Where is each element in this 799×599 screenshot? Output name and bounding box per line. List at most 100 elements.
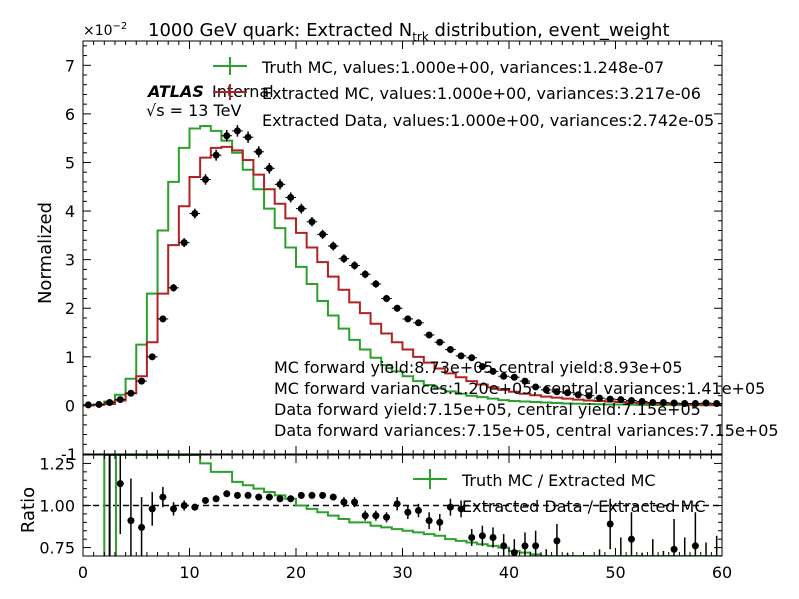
ratio-data-point — [457, 505, 465, 513]
y-tick-label: 1 — [65, 348, 75, 367]
ratio-data-point — [276, 495, 284, 503]
data-point — [127, 389, 135, 397]
ratio-data-point — [532, 542, 540, 550]
ratio-data-point — [489, 533, 497, 541]
ratio-data-point — [703, 573, 710, 580]
data-point — [691, 399, 699, 407]
ratio-data-point — [500, 542, 508, 550]
data-point — [233, 127, 241, 135]
annotation-data-variances: Data forward variances:7.15e+05, central… — [274, 421, 779, 440]
ratio-data-point — [564, 569, 571, 576]
y-tick-label: 3 — [65, 251, 75, 270]
y-axis-label: Normalized — [35, 202, 56, 304]
ratio-data-point — [606, 520, 614, 528]
data-point — [446, 346, 454, 354]
ratio-data-point — [660, 578, 667, 585]
ratio-data-point — [436, 518, 444, 526]
ratio-data-point — [244, 491, 252, 499]
annotation-mc-yield: MC forward yield:8.73e+05 central yield:… — [274, 358, 683, 377]
data-point — [148, 353, 156, 361]
y-tick-label: 2 — [65, 299, 75, 318]
energy-label: √s = 13 TeV — [146, 101, 241, 120]
data-point — [276, 180, 284, 188]
data-point — [606, 395, 614, 403]
data-point — [681, 399, 689, 407]
extracted-mc-histogram — [83, 145, 722, 407]
ratio-legend: Truth MC / Extracted MC Extracted Data /… — [413, 469, 706, 516]
ratio-data-point — [596, 569, 603, 576]
x-tick-label: 20 — [286, 563, 306, 582]
data-point — [351, 261, 359, 269]
ratio-data-point — [329, 493, 337, 501]
ratio-data-point — [468, 533, 476, 541]
ratio-data-point — [404, 508, 412, 516]
data-point — [532, 383, 540, 391]
ratio-data-point — [170, 505, 178, 513]
ratio-data-point — [148, 505, 156, 513]
x-tick-label: 40 — [499, 563, 519, 582]
ratio-data-point — [543, 563, 550, 570]
ratio-data-point — [383, 513, 391, 521]
data-point — [191, 209, 199, 217]
data-point — [617, 396, 625, 404]
y-tick-label: 4 — [65, 202, 75, 221]
data-point — [170, 284, 178, 292]
ratio-legend-truth-text: Truth MC / Extracted MC — [461, 471, 656, 490]
data-point — [553, 388, 561, 396]
data-point — [489, 367, 497, 375]
ratio-data-point — [201, 496, 209, 504]
data-point — [372, 280, 380, 288]
legend: Truth MC, values:1.000e+00, variances:1.… — [213, 57, 714, 130]
chart-title: 1000 GeV quark: Extracted Ntrk distribut… — [148, 20, 670, 44]
data-point — [393, 304, 401, 312]
ratio-legend-data-text: Extracted Data / Extracted MC — [462, 497, 706, 516]
data-point — [649, 398, 657, 406]
data-point — [297, 205, 305, 213]
main-plot: 0 1 2 3 4 5 6 7 -1 — [61, 40, 723, 464]
ratio-data-point — [297, 491, 305, 499]
ratio-data-point — [361, 512, 369, 520]
ratio-data-point — [670, 545, 678, 553]
ratio-data-point — [446, 503, 454, 511]
y-tick-label: 6 — [65, 105, 75, 124]
ratio-data-point — [478, 532, 486, 540]
y-tick-label: 5 — [65, 153, 75, 172]
data-point — [212, 151, 220, 159]
data-point — [521, 377, 529, 385]
data-point — [585, 392, 593, 400]
y-tick-label: -1 — [61, 445, 77, 464]
ratio-data-point — [191, 503, 199, 511]
ratio-data-point — [425, 517, 433, 525]
data-point — [329, 242, 337, 250]
ratio-data-point — [681, 568, 688, 575]
ratio-data-point — [521, 542, 529, 550]
x-tick-label: 0 — [78, 563, 88, 582]
ratio-data-point — [138, 523, 146, 531]
ratio-data-point — [340, 498, 348, 506]
y-tick-label: 0 — [65, 396, 75, 415]
data-point — [638, 398, 646, 406]
data-point — [425, 331, 433, 339]
data-point — [702, 399, 710, 407]
atlas-label: ATLAS — [146, 82, 204, 101]
x-tick-label: 50 — [605, 563, 625, 582]
ratio-data-point — [233, 491, 241, 499]
data-point — [159, 315, 167, 323]
annotation-mc-variances: MC forward variances:1.20e+05, central v… — [274, 379, 765, 398]
data-point — [510, 373, 518, 381]
ratio-plot: 0 10 20 30 40 50 60 0.75 1.00 1.25 — [39, 454, 732, 585]
ratio-data-points — [116, 455, 718, 585]
x-tick-label: 60 — [712, 563, 732, 582]
ratio-data-point — [627, 535, 635, 543]
ratio-data-point — [180, 502, 188, 509]
data-point — [713, 399, 721, 407]
data-point — [138, 377, 146, 385]
x-tick-label: 30 — [392, 563, 412, 582]
data-point — [223, 132, 231, 140]
data-point — [468, 354, 476, 362]
truth-mc-histogram — [83, 125, 722, 407]
annotation-data-yield: Data forward yield:7.15e+05, central yie… — [274, 400, 701, 419]
ratio-data-point — [127, 517, 135, 525]
data-point — [542, 386, 550, 394]
ratio-data-point — [575, 574, 582, 581]
